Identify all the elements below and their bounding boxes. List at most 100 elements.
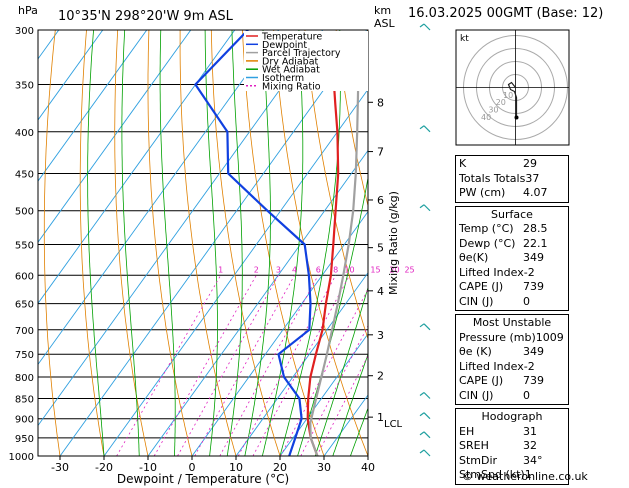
run-date: 16.03.2025 00GMT (Base: 12) <box>408 6 604 21</box>
profiles <box>194 30 360 456</box>
legend-entry: Isotherm <box>262 73 304 84</box>
index-value: 37 <box>525 171 540 185</box>
index-label: Pressure (mb) <box>459 330 536 344</box>
wind-barb <box>423 412 431 420</box>
index-value: 739 <box>523 280 544 293</box>
background-lines <box>38 0 629 473</box>
x-tick-label: 0 <box>189 461 196 474</box>
profile-dewpoint <box>194 30 312 456</box>
index-value: 1009 <box>535 330 564 344</box>
pressure-tick-label: 600 <box>15 271 34 282</box>
indices-box-most-unstable: Most Unstable Pressure (mb) 1009 θe (K) 349 L… <box>455 314 569 405</box>
mixing-ratio-line <box>280 288 368 456</box>
x-tick-label: 20 <box>273 461 287 474</box>
wind-barb <box>423 125 431 133</box>
wet-adiabat-line <box>204 30 218 456</box>
mixing-ratio-label: 3 <box>276 265 281 274</box>
km-tick-label: 2 <box>377 370 384 383</box>
dry-adiabat-line <box>179 30 237 456</box>
legend-box <box>244 31 368 91</box>
plot-frame <box>37 29 369 457</box>
index-label: CAPE (J) <box>459 280 504 293</box>
index-value: 34° <box>523 453 543 467</box>
index-label: K <box>459 157 467 170</box>
wind-barb <box>423 392 431 399</box>
index-row: Lifted Index -2 <box>459 360 565 375</box>
index-label: CAPE (J) <box>459 374 504 387</box>
dry-adiabat-line <box>567 0 629 473</box>
wind-barb <box>419 431 425 436</box>
index-value: -2 <box>523 359 535 373</box>
copyright-footer: © weatheronline.co.uk <box>462 470 588 483</box>
index-value: 1 <box>524 468 532 481</box>
dry-adiabat-line <box>335 30 368 208</box>
km-tick-label: 3 <box>377 329 384 342</box>
isotherm-line <box>147 149 368 456</box>
dry-adiabat-line <box>242 30 325 456</box>
dry-adiabat-line <box>147 30 193 456</box>
legend-entry: Dewpoint <box>262 40 307 51</box>
pressure-tick-label: 800 <box>15 373 34 384</box>
legend-entry: Dry Adiabat <box>262 56 319 67</box>
wet-adiabat-line <box>244 30 271 456</box>
index-label: CIN (J) <box>459 294 494 308</box>
hodograph-ring-label: 40 <box>481 113 491 122</box>
pressure-tick-label: 1000 <box>9 452 34 463</box>
pressure-tick-label: 700 <box>15 326 34 337</box>
wet-adiabat-line <box>87 30 105 456</box>
mixing-ratio-label: 20 <box>389 265 399 274</box>
wind-barb <box>423 323 431 331</box>
profile-parcel-trajectory <box>309 84 360 456</box>
pressure-tick-label: 300 <box>15 26 34 37</box>
wet-adiabat-line <box>314 286 368 456</box>
pressure-tick-label: 350 <box>15 81 34 92</box>
mixing-ratio-line <box>300 324 368 456</box>
index-row: PW (cm) 4.07 <box>459 186 565 201</box>
indices-box-surface: Surface Temp (°C) 28.5 Dewp (°C) 22.1 θe(K) 34… <box>455 205 569 311</box>
dry-adiabat-line <box>304 30 368 341</box>
x-tick-label: -10 <box>139 461 157 474</box>
mixing-ratio-label: 25 <box>404 265 414 274</box>
index-row: CIN (J) 0 <box>459 295 565 310</box>
index-label: Temp (°C) <box>459 222 514 235</box>
asl-label: ASL <box>374 17 396 30</box>
x-tick-label: -20 <box>95 461 113 474</box>
index-row: StmDir 34° <box>459 454 565 469</box>
isotherm-line <box>235 271 368 456</box>
index-label: Dewp (°C) <box>459 236 516 250</box>
dry-adiabat-line <box>43 30 61 456</box>
index-value: 349 <box>523 345 544 358</box>
hodograph-ring-label: 30 <box>488 106 498 115</box>
index-value: 29 <box>523 157 537 170</box>
wet-adiabat-line <box>121 30 140 456</box>
index-row: StmSpd (kt) 1 <box>459 468 565 483</box>
legend-entry: Mixing Ratio <box>262 81 321 92</box>
profile-temperature <box>306 84 340 456</box>
km-tick-label: 5 <box>377 242 384 255</box>
hodograph-ring-label: 10 <box>503 91 513 100</box>
x-axis-label: Dewpoint / Temperature (°C) <box>117 472 289 486</box>
index-label: CIN (J) <box>459 388 494 402</box>
index-row: Dewp (°C) 22.1 <box>459 237 565 252</box>
index-value: 32 <box>523 439 537 452</box>
wet-adiabat-line <box>159 30 176 456</box>
mixing-ratio-label: 15 <box>370 265 380 274</box>
index-row: θe (K) 349 <box>459 345 565 360</box>
x-tick-label: 30 <box>317 461 331 474</box>
hodograph-trace <box>507 81 518 116</box>
index-row: K 29 <box>459 157 565 172</box>
wet-adiabat-line <box>262 30 304 456</box>
index-row: Totals Totals 37 <box>459 172 565 187</box>
wind-barbs <box>419 23 431 457</box>
pressure-unit-label: hPa <box>18 4 38 17</box>
wind-barb <box>423 449 431 457</box>
index-row: EH 31 <box>459 425 565 440</box>
wet-adiabat-line <box>297 175 368 456</box>
section-title: Most Unstable <box>472 316 552 329</box>
index-label: SREH <box>459 439 489 452</box>
index-label: Lifted Index <box>459 265 524 279</box>
dry-adiabat-line <box>79 30 105 456</box>
km-tick-label: 6 <box>377 194 384 207</box>
wind-barb <box>423 431 431 439</box>
